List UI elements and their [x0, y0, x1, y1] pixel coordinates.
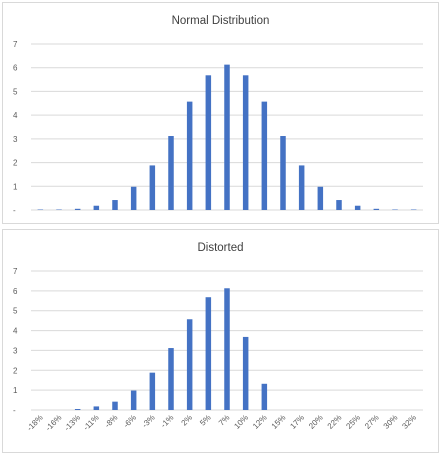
distorted-chart: Distorted - 1 2 3 4 5 6 7 -18% -16% -13% -11% -8% -6%…: [2, 229, 439, 453]
bar: [168, 136, 174, 210]
chart-title: Normal Distribution: [171, 15, 270, 27]
x-tick-label: 2%: [180, 413, 195, 428]
bar: [298, 165, 305, 210]
y-tick-label: 5: [13, 307, 18, 316]
x-tick-label: 32%: [400, 413, 418, 431]
bar: [317, 186, 324, 210]
distorted-plot: - 1 2 3 4 5 6 7 -18% -16% -13% -11% -8% -6% -3% -1% 2% 5%…: [13, 267, 423, 433]
bar: [224, 288, 230, 410]
bar: [261, 383, 268, 410]
x-tick-label: -8%: [103, 413, 119, 429]
y-tick-label: 7: [13, 40, 18, 49]
y-tick-label: -: [13, 406, 16, 415]
bar: [205, 75, 212, 210]
y-tick-label: -: [13, 206, 16, 215]
bar: [373, 208, 380, 210]
chart-title: Distorted: [197, 242, 244, 254]
y-tick-label: 3: [13, 135, 18, 144]
x-tick-label: 22%: [326, 413, 344, 431]
bar: [74, 208, 81, 210]
bar: [261, 101, 268, 210]
x-tick-label: 12%: [251, 413, 269, 431]
x-tick-label: 27%: [363, 413, 381, 431]
y-tick-label: 1: [13, 386, 18, 395]
y-tick-label: 4: [13, 111, 18, 120]
bar: [242, 75, 249, 210]
y-tick-label: 5: [13, 87, 18, 96]
bar: [205, 297, 212, 410]
bar: [149, 372, 156, 410]
y-tick-label: 2: [13, 366, 18, 375]
y-tick-label: 2: [13, 159, 18, 168]
x-tick-label: -13%: [63, 413, 83, 433]
x-tick-label: 20%: [307, 413, 325, 431]
x-tick-label: 7%: [217, 413, 232, 428]
x-tick-label: -3%: [140, 413, 156, 429]
y-tick-label: 4: [13, 327, 18, 336]
x-tick-label: 25%: [344, 413, 362, 431]
bar: [242, 336, 249, 410]
bar: [93, 205, 100, 210]
x-tick-label: 30%: [382, 413, 400, 431]
bar: [112, 200, 118, 210]
y-tick-label: 7: [13, 267, 18, 276]
bar: [93, 406, 100, 410]
x-tick-label: 5%: [198, 413, 213, 428]
x-tick-label: 15%: [270, 413, 288, 431]
x-tick-label: -18%: [25, 413, 45, 433]
y-tick-label: 3: [13, 346, 18, 355]
bar: [74, 409, 81, 410]
bar: [224, 64, 230, 210]
bar: [149, 165, 156, 210]
x-tick-label: -6%: [122, 413, 138, 429]
x-tick-label: 17%: [288, 413, 306, 431]
bar: [112, 401, 118, 410]
x-tick-label: 10%: [232, 413, 250, 431]
normal-distribution-plot: - 1 2 3 4 5 6 7: [13, 40, 423, 215]
x-tick-label: -1%: [159, 413, 175, 429]
y-tick-label: 6: [13, 287, 18, 296]
bar: [280, 136, 286, 210]
bar: [336, 200, 342, 210]
y-tick-label: 6: [13, 64, 18, 73]
bar: [130, 186, 137, 210]
bar: [186, 319, 193, 410]
bar: [168, 348, 174, 410]
y-tick-label: 1: [13, 182, 18, 191]
x-tick-label: -11%: [82, 413, 101, 432]
bar: [130, 390, 137, 410]
bar: [354, 205, 361, 210]
x-tick-label: -16%: [44, 413, 64, 433]
bar: [186, 101, 193, 210]
normal-distribution-chart: Normal Distribution - 1 2 3 4 5 6 7: [2, 2, 439, 224]
